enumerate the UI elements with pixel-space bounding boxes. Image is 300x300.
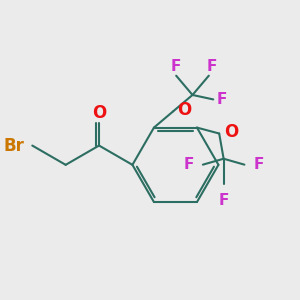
Text: O: O <box>92 104 106 122</box>
Text: F: F <box>217 92 227 107</box>
Text: F: F <box>184 157 194 172</box>
Text: O: O <box>224 123 239 141</box>
Text: F: F <box>207 59 217 74</box>
Text: F: F <box>218 193 229 208</box>
Text: Br: Br <box>4 136 25 154</box>
Text: O: O <box>177 101 191 119</box>
Text: F: F <box>171 59 181 74</box>
Text: F: F <box>253 157 264 172</box>
